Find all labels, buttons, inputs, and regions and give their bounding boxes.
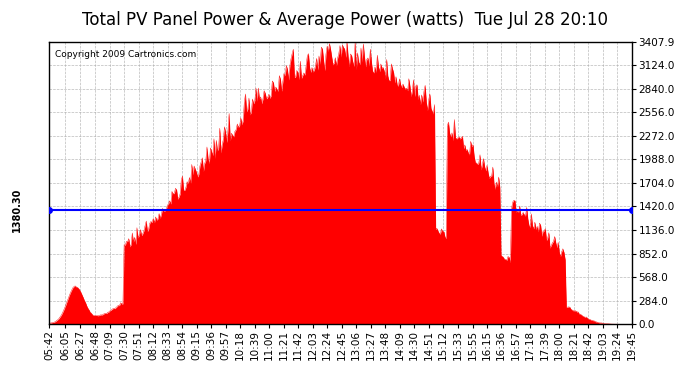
Text: 1380.30: 1380.30 <box>12 188 22 232</box>
Text: Total PV Panel Power & Average Power (watts)  Tue Jul 28 20:10: Total PV Panel Power & Average Power (wa… <box>82 11 608 29</box>
Text: Copyright 2009 Cartronics.com: Copyright 2009 Cartronics.com <box>55 50 197 59</box>
